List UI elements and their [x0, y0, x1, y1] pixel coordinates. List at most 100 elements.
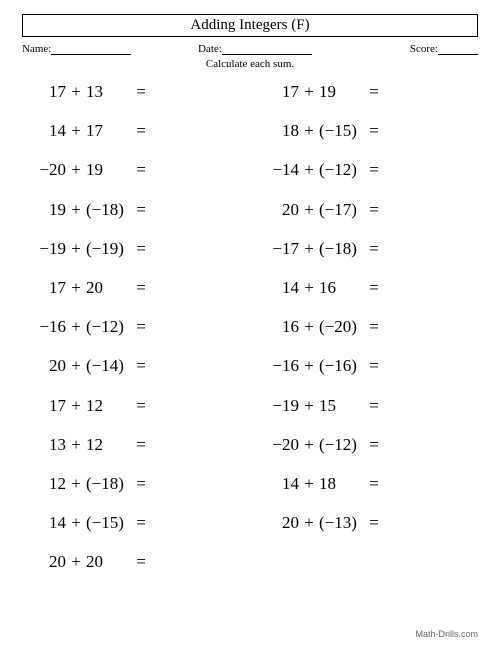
problem-rhs: 19 [319, 82, 367, 102]
date-label: Date: [198, 43, 222, 55]
problem-lhs: −16 [255, 356, 299, 376]
problem-row: 14+17= [22, 121, 245, 141]
problem-operator: + [66, 435, 86, 455]
problem-lhs: −17 [255, 239, 299, 259]
problem-rhs: 20 [86, 278, 134, 298]
problem-lhs: 13 [22, 435, 66, 455]
problem-lhs: 14 [255, 278, 299, 298]
problem-equals: = [134, 317, 148, 337]
problem-lhs: −19 [255, 396, 299, 416]
meta-row: Name: Date: Score: [22, 43, 478, 55]
problems-column-right: 17+19=18+(−15)=−14+(−12)=20+(−17)=−17+(−… [255, 82, 478, 591]
problem-rhs: 20 [86, 552, 134, 572]
problem-equals: = [367, 513, 381, 533]
problem-operator: + [299, 474, 319, 494]
problem-operator: + [299, 200, 319, 220]
problem-operator: + [66, 200, 86, 220]
problem-row: −20+(−12)= [255, 435, 478, 455]
problem-equals: = [134, 82, 148, 102]
problem-operator: + [299, 278, 319, 298]
problem-lhs: 20 [22, 552, 66, 572]
problem-equals: = [134, 239, 148, 259]
problem-rhs: (−15) [86, 513, 134, 533]
problem-rhs: 12 [86, 435, 134, 455]
problem-rhs: 16 [319, 278, 367, 298]
problem-equals: = [367, 121, 381, 141]
problem-lhs: −16 [22, 317, 66, 337]
problem-rhs: (−12) [319, 435, 367, 455]
problem-lhs: 16 [255, 317, 299, 337]
problem-rhs: (−18) [319, 239, 367, 259]
problem-equals: = [134, 396, 148, 416]
problem-rhs: (−16) [319, 356, 367, 376]
problem-row: −19+15= [255, 396, 478, 416]
problem-row: 17+19= [255, 82, 478, 102]
problem-operator: + [66, 317, 86, 337]
problem-operator: + [66, 513, 86, 533]
problem-equals: = [134, 356, 148, 376]
problem-equals: = [367, 160, 381, 180]
name-field: Name: [22, 43, 152, 55]
problem-operator: + [299, 435, 319, 455]
problem-row: 17+13= [22, 82, 245, 102]
problem-row: 13+12= [22, 435, 245, 455]
problem-rhs: 13 [86, 82, 134, 102]
problem-row: 17+12= [22, 396, 245, 416]
problem-equals: = [367, 82, 381, 102]
problem-rhs: (−12) [319, 160, 367, 180]
problem-equals: = [367, 278, 381, 298]
problem-equals: = [134, 474, 148, 494]
problem-row: 19+(−18)= [22, 200, 245, 220]
problem-lhs: 17 [255, 82, 299, 102]
problem-operator: + [66, 278, 86, 298]
problem-lhs: 20 [22, 356, 66, 376]
problem-row: −19+(−19)= [22, 239, 245, 259]
problem-equals: = [134, 121, 148, 141]
problem-equals: = [367, 396, 381, 416]
name-blank[interactable] [51, 43, 131, 55]
problem-lhs: 14 [255, 474, 299, 494]
problem-rhs: (−19) [86, 239, 134, 259]
problem-equals: = [134, 160, 148, 180]
problem-operator: + [66, 82, 86, 102]
footer-text: Math-Drills.com [415, 629, 478, 639]
problem-operator: + [299, 82, 319, 102]
problem-equals: = [367, 435, 381, 455]
problem-equals: = [367, 239, 381, 259]
score-blank[interactable] [438, 43, 478, 55]
problem-equals: = [134, 200, 148, 220]
problem-rhs: 18 [319, 474, 367, 494]
problem-equals: = [134, 513, 148, 533]
problem-rhs: 12 [86, 396, 134, 416]
problem-operator: + [66, 356, 86, 376]
worksheet-page: Adding Integers (F) Name: Date: Score: C… [0, 0, 500, 601]
problem-operator: + [66, 474, 86, 494]
problem-rhs: 15 [319, 396, 367, 416]
problem-lhs: −14 [255, 160, 299, 180]
problem-equals: = [367, 356, 381, 376]
problem-rhs: (−12) [86, 317, 134, 337]
date-blank[interactable] [222, 43, 312, 55]
problem-rhs: (−17) [319, 200, 367, 220]
problem-operator: + [299, 239, 319, 259]
problem-row: 14+16= [255, 278, 478, 298]
problem-row: −20+19= [22, 160, 245, 180]
problem-lhs: 19 [22, 200, 66, 220]
problem-lhs: 17 [22, 396, 66, 416]
problem-row: −14+(−12)= [255, 160, 478, 180]
problem-lhs: 20 [255, 200, 299, 220]
problem-operator: + [66, 239, 86, 259]
problem-lhs: 14 [22, 121, 66, 141]
problem-lhs: 18 [255, 121, 299, 141]
problem-operator: + [299, 121, 319, 141]
problems-grid: 17+13=14+17=−20+19=19+(−18)=−19+(−19)=17… [22, 82, 478, 591]
score-field: Score: [410, 43, 478, 55]
problem-row: 12+(−18)= [22, 474, 245, 494]
problem-row: 14+18= [255, 474, 478, 494]
problem-row: −17+(−18)= [255, 239, 478, 259]
problems-column-left: 17+13=14+17=−20+19=19+(−18)=−19+(−19)=17… [22, 82, 245, 591]
problem-equals: = [134, 278, 148, 298]
problem-lhs: −20 [22, 160, 66, 180]
problem-row: −16+(−16)= [255, 356, 478, 376]
problem-operator: + [66, 552, 86, 572]
